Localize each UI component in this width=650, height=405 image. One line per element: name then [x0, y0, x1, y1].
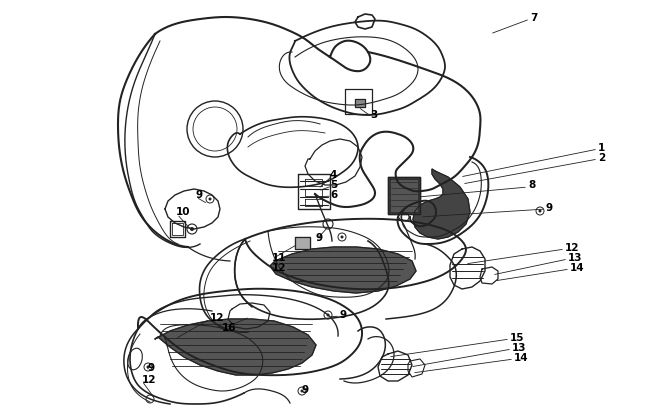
- Polygon shape: [270, 247, 416, 293]
- Text: 8: 8: [528, 179, 535, 190]
- Text: 5: 5: [330, 179, 337, 190]
- Text: 14: 14: [514, 352, 528, 362]
- Text: 4: 4: [330, 170, 337, 179]
- Text: 9: 9: [148, 362, 155, 372]
- Text: 9: 9: [195, 190, 202, 200]
- Text: 12: 12: [272, 262, 287, 272]
- Polygon shape: [413, 170, 470, 239]
- Circle shape: [146, 366, 150, 369]
- Circle shape: [190, 228, 194, 231]
- Text: 13: 13: [568, 252, 582, 262]
- Polygon shape: [295, 237, 310, 249]
- Circle shape: [538, 210, 541, 213]
- Text: 9: 9: [316, 232, 323, 243]
- Polygon shape: [388, 177, 420, 215]
- Text: 9: 9: [302, 384, 309, 394]
- Text: 3: 3: [370, 110, 377, 120]
- Text: 1: 1: [598, 143, 605, 153]
- Text: 15: 15: [510, 332, 525, 342]
- Text: 9: 9: [546, 202, 553, 213]
- Text: 13: 13: [512, 342, 527, 352]
- Polygon shape: [390, 179, 418, 213]
- Text: 6: 6: [330, 190, 337, 200]
- Text: 12: 12: [142, 374, 157, 384]
- Text: 9: 9: [340, 309, 347, 319]
- Polygon shape: [155, 319, 316, 375]
- Text: 12: 12: [565, 243, 580, 252]
- Text: 10: 10: [176, 207, 190, 216]
- Text: 11: 11: [272, 252, 287, 262]
- Text: 14: 14: [570, 262, 584, 272]
- Circle shape: [341, 236, 343, 239]
- Text: 12: 12: [210, 312, 224, 322]
- Polygon shape: [355, 100, 365, 108]
- Circle shape: [300, 390, 304, 392]
- Text: 2: 2: [598, 153, 605, 162]
- Circle shape: [326, 314, 330, 317]
- Circle shape: [209, 198, 211, 201]
- Text: 7: 7: [530, 13, 538, 23]
- Text: 16: 16: [222, 322, 237, 332]
